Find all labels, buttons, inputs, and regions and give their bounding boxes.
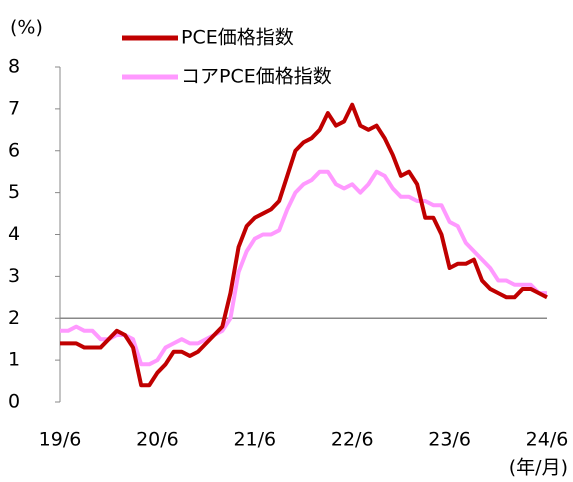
y-tick-label: 6	[8, 139, 20, 161]
legend-label: コアPCE価格指数	[181, 66, 332, 88]
x-tick-label: 21/6	[233, 429, 276, 451]
x-tick-label: 19/6	[39, 429, 82, 451]
y-tick-label: 4	[8, 223, 20, 245]
y-tick-label: 5	[8, 181, 20, 203]
x-tick-label: 22/6	[331, 429, 374, 451]
y-unit-label: (%)	[10, 17, 43, 39]
legend-label: PCE価格指数	[181, 27, 294, 49]
y-tick-label: 0	[8, 391, 20, 413]
x-tick-label: 24/6	[526, 429, 569, 451]
y-tick-label: 3	[8, 265, 20, 287]
y-tick-label: 2	[8, 307, 20, 329]
x-tick-label: 23/6	[428, 429, 471, 451]
y-tick-label: 7	[8, 97, 20, 119]
y-tick-label: 1	[8, 349, 20, 371]
series-line	[60, 169, 547, 367]
x-unit-label: (年/月)	[509, 457, 568, 479]
series-line	[60, 102, 548, 388]
y-tick-label: 8	[8, 56, 20, 78]
x-tick-label: 20/6	[136, 429, 179, 451]
